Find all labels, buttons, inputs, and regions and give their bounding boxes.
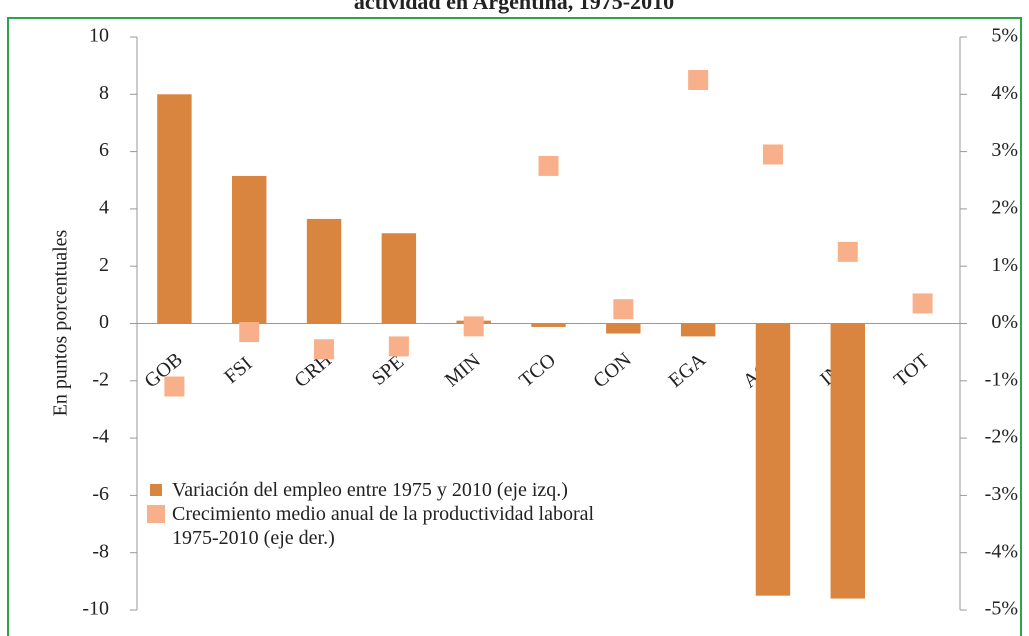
y-tick-label: -2 [92,368,109,390]
bar [306,218,342,324]
y2-tick-label: 3% [991,139,1018,161]
bar [232,175,267,324]
y2-tick-label: 5% [991,25,1018,47]
legend-item: Variación del empleo entre 1975 y 2010 (… [150,478,640,502]
point [688,69,709,90]
point [912,293,933,314]
legend-label: Crecimiento medio anual de la productivi… [172,503,595,549]
chart-title: actividad en Argentina, 1975-2010 [354,0,674,14]
y-tick-label: -8 [92,540,109,562]
y2-tick-label: -2% [985,426,1018,448]
y-tick-label: -10 [82,598,109,620]
x-tick-label: EGA [664,348,710,392]
y-tick-label: 10 [89,25,109,47]
point [463,316,484,337]
point [239,322,260,343]
bar [157,94,192,324]
x-tick-label: TCO [515,349,560,392]
y2-tick-label: 0% [991,311,1018,333]
y-tick-label: 8 [99,82,109,104]
x-tick-label: FSI [220,353,256,388]
point [164,376,185,397]
legend-item: Crecimiento medio anual de la productivi… [147,502,640,550]
y-axis-label: En puntos porcentuales [50,229,72,416]
frame [7,17,1022,636]
y2-tick-label: 4% [991,82,1018,104]
point [613,299,634,320]
y-tick-label: 0 [99,311,109,333]
legend-swatch [147,505,165,523]
y2-tick-label: -4% [985,540,1018,562]
point [538,155,559,176]
bar [830,323,865,599]
legend-swatch [150,484,162,496]
legend-label: Variación del empleo entre 1975 y 2010 (… [172,479,568,501]
bar [381,233,417,324]
point [762,144,783,165]
x-tick-label: TOT [890,350,934,392]
point [314,339,335,360]
y-tick-label: -6 [92,483,109,505]
y2-tick-label: -5% [985,598,1018,620]
y2-tick-label: 2% [991,196,1018,218]
y-tick-label: -4 [92,426,109,448]
y2-tick-label: 1% [991,254,1018,276]
y-tick-label: 2 [99,254,109,276]
bar [680,323,716,337]
y-tick-label: 6 [99,139,109,161]
y2-tick-label: -1% [985,368,1018,390]
legend: Variación del empleo entre 1975 y 2010 (… [147,478,640,550]
x-tick-label: MIN [441,349,485,391]
point [388,336,409,357]
point [837,241,858,262]
bar [531,323,566,327]
y2-tick-label: -3% [985,483,1018,505]
x-tick-label: CON [589,348,635,392]
y-tick-label: 4 [99,196,109,218]
bar [606,323,641,334]
x-tick-label: SPE [368,351,409,390]
bar [755,323,791,596]
